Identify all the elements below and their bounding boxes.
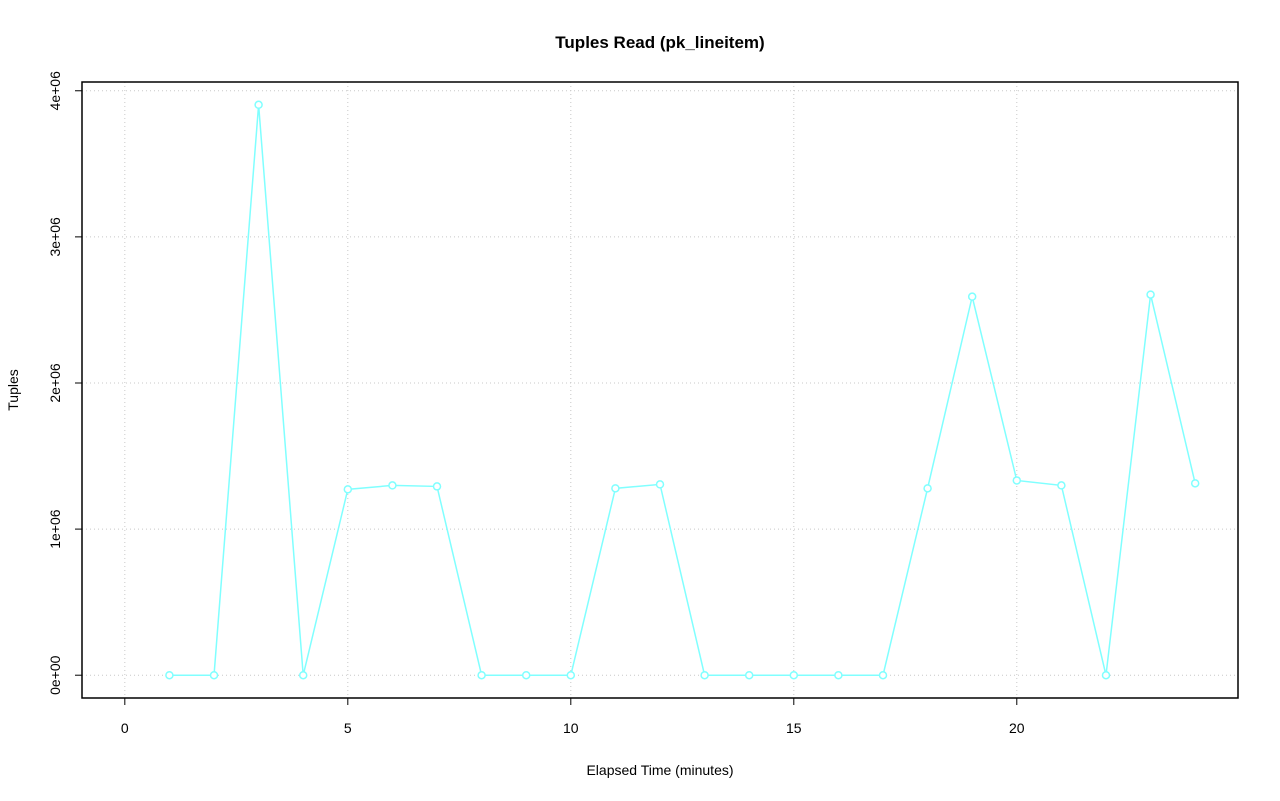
data-point [923,484,932,493]
data-point [521,670,531,680]
data-point [566,670,576,680]
data-point [700,670,709,680]
data-point [298,670,308,680]
data-point [1012,476,1022,485]
data-point [343,485,353,494]
data-point [789,670,799,680]
plot-frame [81,81,1239,699]
data-point [254,100,263,110]
data-point [1190,479,1200,488]
y-tick-label: 1e+06 [47,509,63,549]
data-point [744,670,754,680]
data-point [878,670,888,680]
x-tick-label: 20 [1009,720,1025,736]
y-tick-label: 4e+06 [47,71,63,111]
data-point [1146,290,1155,299]
data-point [1101,670,1111,680]
x-tick-label: 5 [344,720,352,736]
y-axis-label: Tuples [5,369,21,411]
data-point [477,670,486,680]
x-tick-label: 15 [786,720,802,736]
x-tick-label: 10 [563,720,579,736]
y-tick-label: 3e+06 [47,217,63,257]
data-point [834,670,843,680]
x-axis-label: Elapsed Time (minutes) [586,762,733,778]
data-point [165,670,174,680]
data-point [209,670,219,680]
data-point [611,484,620,493]
y-tick-label: 0e+00 [47,655,63,695]
chart-title: Tuples Read (pk_lineitem) [555,33,764,52]
data-point [655,480,665,489]
x-tick-label: 0 [121,720,129,736]
data-point [432,482,442,491]
data-point [388,481,397,490]
data-point [1057,481,1066,490]
series-line [169,104,1196,676]
data-point [967,292,977,301]
y-tick-label: 2e+06 [47,363,63,403]
